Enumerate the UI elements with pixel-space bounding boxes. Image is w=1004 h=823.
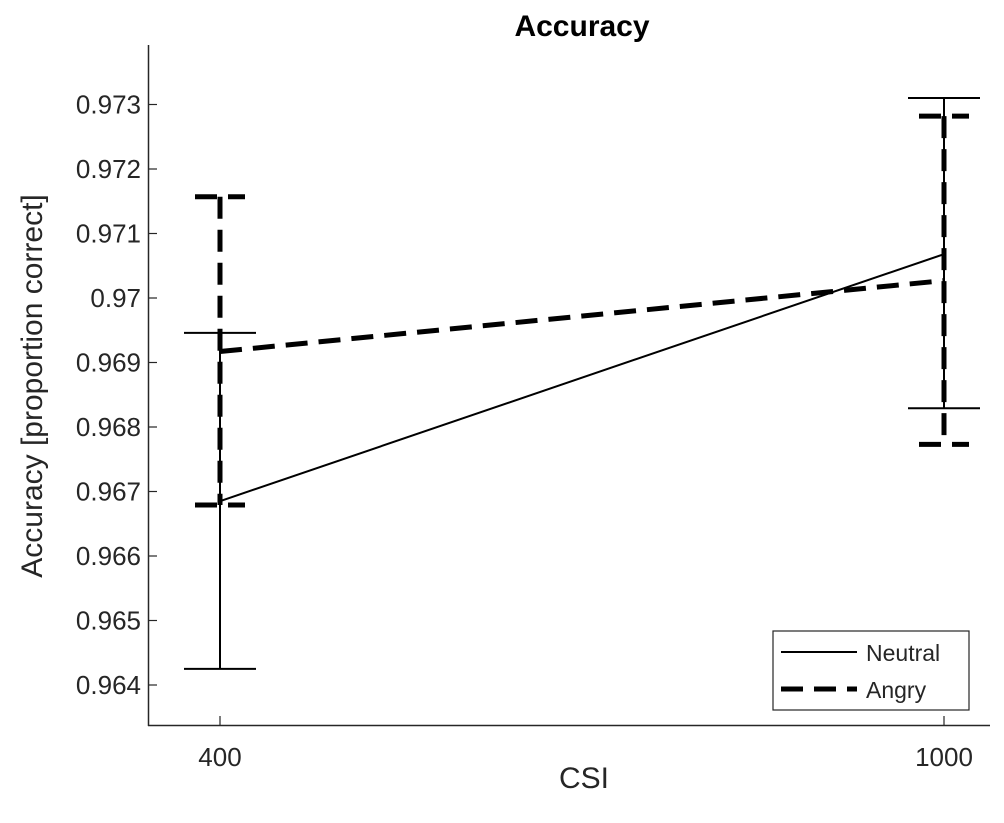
y-tick-label: 0.971 bbox=[76, 219, 141, 249]
legend-label-angry: Angry bbox=[866, 677, 927, 703]
y-tick-label: 0.965 bbox=[76, 606, 141, 636]
y-axis-ticks: 0.964 0.965 0.966 0.967 0.968 0.969 0.97 0.971 0… bbox=[76, 90, 157, 700]
legend: Neutral Angry bbox=[772, 630, 970, 711]
y-tick-label: 0.972 bbox=[76, 154, 141, 184]
x-tick-label: 1000 bbox=[915, 742, 973, 772]
y-tick-label: 0.969 bbox=[76, 348, 141, 378]
series-line-neutral bbox=[219, 253, 945, 503]
x-tick-label: 400 bbox=[198, 742, 241, 772]
y-tick-label: 0.97 bbox=[90, 283, 141, 313]
x-axis-label: CSI bbox=[559, 762, 609, 795]
series-line-angry bbox=[219, 278, 945, 355]
y-axis-label: Accuracy [proportion correct] bbox=[16, 194, 49, 577]
y-tick-label: 0.966 bbox=[76, 541, 141, 571]
x-axis-ticks: 400 1000 bbox=[198, 716, 973, 772]
y-tick-label: 0.968 bbox=[76, 412, 141, 442]
legend-label-neutral: Neutral bbox=[866, 640, 940, 666]
y-tick-label: 0.967 bbox=[76, 477, 141, 507]
plot-area bbox=[184, 97, 980, 670]
y-tick-label: 0.964 bbox=[76, 670, 141, 700]
chart-title: Accuracy bbox=[514, 10, 649, 43]
y-tick-label: 0.973 bbox=[76, 90, 141, 120]
legend-box bbox=[772, 630, 970, 711]
